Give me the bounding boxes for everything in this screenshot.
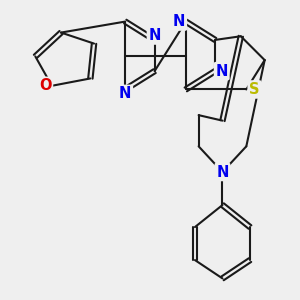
Text: N: N xyxy=(173,14,185,29)
Text: N: N xyxy=(119,86,131,101)
Text: S: S xyxy=(249,82,260,97)
Text: N: N xyxy=(215,64,228,79)
Text: N: N xyxy=(216,164,229,179)
Text: O: O xyxy=(39,78,52,93)
Text: N: N xyxy=(148,28,161,43)
